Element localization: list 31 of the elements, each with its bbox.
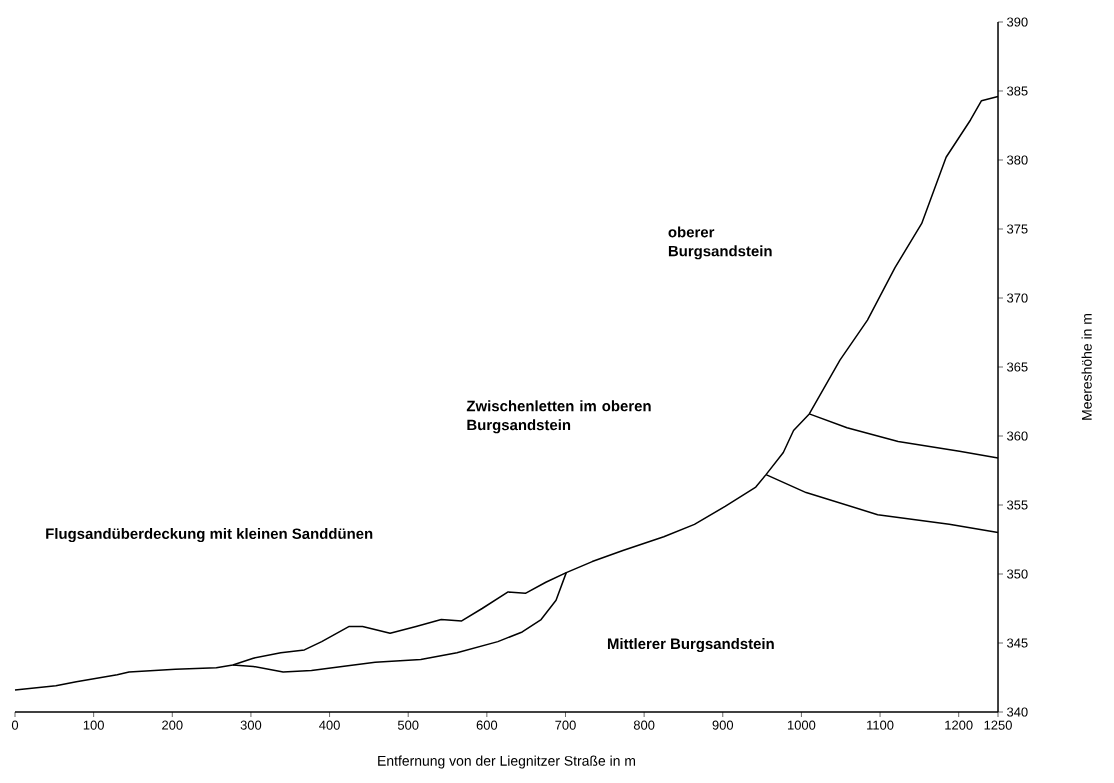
x-tick-label: 900 — [712, 720, 734, 730]
y-tick-label: 370 — [1007, 293, 1028, 303]
x-tick-label: 0 — [11, 720, 19, 730]
y-tick-label: 360 — [1007, 431, 1028, 441]
x-tick-label: 1250 — [984, 720, 1012, 730]
x-tick-label: 1100 — [867, 720, 894, 730]
x-tick-label: 600 — [476, 720, 498, 730]
y-tick-label: 385 — [1007, 86, 1028, 96]
x-tick-label: 300 — [240, 720, 262, 730]
x-tick-label: 700 — [555, 720, 576, 730]
annotation: Flugsandüberdeckung mit kleinen Sanddünen — [46, 528, 373, 543]
x-tick-label: 1000 — [787, 720, 816, 730]
annotation: Zwischenletten im oberen Burgsandstein — [466, 400, 651, 434]
y-tick-label: 375 — [1007, 224, 1028, 234]
y-tick-label: 365 — [1007, 362, 1028, 372]
x-tick-label: 800 — [633, 720, 655, 730]
y-tick-label: 340 — [1007, 707, 1028, 717]
y-tick-label: 345 — [1007, 638, 1028, 648]
x-axis-title: Entfernung von der Liegnitzer Straße in m — [378, 755, 636, 769]
annotation: oberer Burgsandstein — [668, 226, 772, 260]
y-tick-label: 350 — [1007, 569, 1028, 579]
y-axis-title: Meereshöhe in m — [1081, 314, 1092, 420]
y-tick-label: 390 — [1007, 17, 1028, 27]
x-tick-label: 200 — [162, 720, 183, 730]
x-tick-label: 500 — [397, 720, 419, 730]
x-tick-label: 400 — [319, 720, 340, 730]
y-tick-label: 355 — [1007, 500, 1028, 510]
annotation: Mittlerer Burgsandstein — [607, 638, 774, 653]
x-tick-label: 100 — [83, 720, 104, 730]
y-tick-label: 380 — [1007, 155, 1028, 165]
x-tick-label: 1200 — [945, 720, 973, 730]
